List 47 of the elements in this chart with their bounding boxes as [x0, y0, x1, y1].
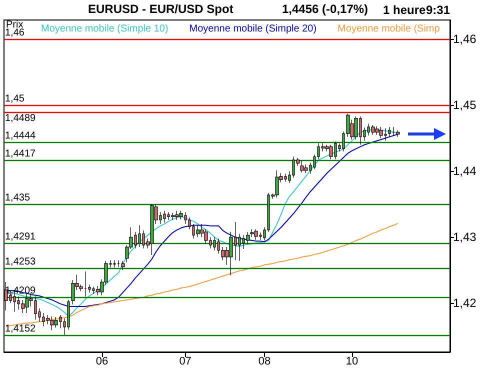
- ref-line-label: 1,435: [5, 192, 30, 204]
- x-tick-label: 10: [346, 356, 358, 368]
- chart-title: EURUSD - EUR/USD Spot: [88, 2, 234, 16]
- text: Moyenne mobile (Simp: [338, 24, 440, 34]
- text: 9:31: [426, 3, 450, 17]
- candlestick: [396, 130, 400, 138]
- ref-line-label: 1,4417: [5, 148, 36, 160]
- chart-subtitle: 1,4456 (-0,17%): [282, 2, 368, 16]
- candlestick: [50, 316, 54, 331]
- candlestick: [275, 170, 279, 198]
- x-tick-label: 07: [179, 356, 192, 368]
- candlestick: [175, 210, 179, 220]
- y-tick-label: 1,43: [453, 230, 477, 244]
- ref-line-label: 1,4489: [5, 112, 36, 124]
- candlestick: [54, 316, 58, 328]
- candlestick: [375, 126, 379, 136]
- candlestick: [254, 228, 258, 240]
- candlestick: [388, 126, 391, 138]
- candlestick: [213, 236, 216, 251]
- candlestick: [171, 212, 175, 220]
- candlestick: [304, 164, 308, 174]
- candlestick: [329, 144, 333, 160]
- ref-line-label: 1,4152: [5, 323, 36, 334]
- candlestick: [179, 210, 183, 220]
- text: Moyenne mobile (Simple 10): [41, 24, 168, 34]
- ref-line-label: 1,4444: [5, 130, 36, 142]
- y-tick-label: 1,45: [453, 98, 477, 112]
- y-tick-label: 1,44: [453, 164, 477, 178]
- candlestick: [196, 224, 200, 238]
- y-tick-label: 1,46: [453, 32, 477, 46]
- candlestick: [379, 126, 383, 138]
- candlestick: [150, 204, 154, 256]
- candlestick: [121, 260, 125, 270]
- text: Moyenne mobile (Simple 20): [189, 24, 317, 34]
- ref-line-label: 1,4291: [5, 232, 36, 243]
- ref-line-label: 1,46: [5, 28, 25, 39]
- ref-line-label: 1,4253: [5, 256, 36, 268]
- x-tick-label: 08: [258, 356, 271, 368]
- x-tick-label: 06: [96, 356, 108, 368]
- ref-line-label: 1,45: [5, 94, 25, 105]
- candlestick: [163, 210, 166, 223]
- y-tick-label: 1,42: [453, 296, 477, 310]
- candlestick: [138, 224, 141, 248]
- candlestick: [371, 124, 375, 136]
- candlestick: [113, 260, 116, 268]
- candlestick: [300, 160, 304, 173]
- text: 1 heure: [383, 3, 426, 17]
